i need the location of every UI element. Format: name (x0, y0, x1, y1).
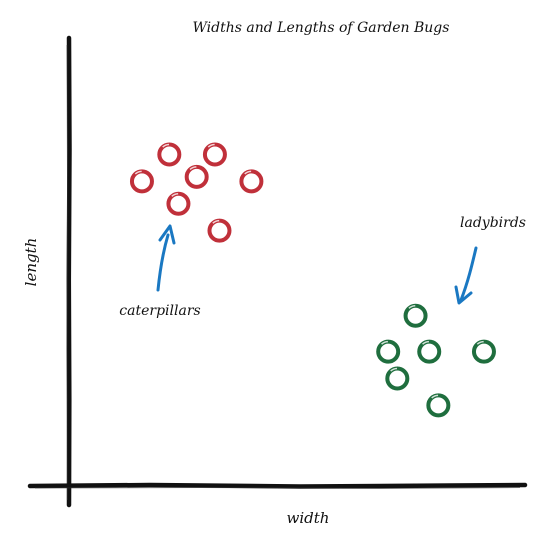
ladybirds-marker-texture (408, 305, 416, 309)
caterpillars-marker-texture (244, 170, 252, 175)
caterpillars-point (202, 142, 227, 167)
chart-title: Widths and Lengths of Garden Bugs (193, 20, 450, 36)
y-axis-label: length (22, 238, 40, 287)
ladybirds-marker-texture (422, 340, 430, 345)
caterpillars-marker (157, 142, 182, 167)
ladybirds-marker-texture (390, 367, 398, 372)
ladybirds-point (376, 339, 401, 364)
ladybirds-annotation: ladybirds (454, 215, 526, 305)
ladybirds-marker-texture (476, 340, 484, 345)
caterpillars-point (207, 218, 232, 243)
ladybirds-marker (471, 339, 496, 364)
ladybirds-marker-texture (381, 340, 388, 345)
caterpillars-series (129, 142, 264, 243)
ladybirds-point (385, 366, 410, 391)
caterpillars-marker (207, 218, 232, 243)
caterpillars-point (184, 164, 209, 189)
ladybirds-marker (376, 339, 401, 364)
x-axis-line-texture (34, 486, 521, 490)
ladybirds-marker (426, 393, 451, 418)
ladybirds-marker-texture (431, 394, 439, 399)
y-axis-line (66, 35, 72, 508)
ladybirds-point (417, 339, 442, 364)
caterpillars-marker-texture (189, 166, 197, 171)
x-axis-line (27, 482, 528, 489)
x-axis-label: width (287, 509, 330, 527)
ladybirds-point (426, 393, 451, 418)
ladybirds-series (376, 303, 496, 418)
caterpillars-point (239, 169, 264, 194)
caterpillars-marker-texture (207, 143, 215, 148)
ladybirds-point (471, 339, 496, 364)
ladybirds-marker (403, 303, 428, 328)
ladybirds-point (403, 303, 428, 328)
caterpillars-marker-texture (212, 219, 220, 224)
caterpillars-arrowhead (158, 224, 176, 245)
ladybirds-marker (385, 366, 410, 391)
caterpillars-marker-texture (171, 193, 179, 197)
caterpillars-marker-texture (162, 143, 170, 148)
caterpillars-marker (184, 164, 209, 189)
caterpillars-marker-texture (134, 170, 142, 175)
ladybirds-label: ladybirds (460, 215, 526, 231)
caterpillars-label: caterpillars (119, 303, 200, 319)
axes (27, 35, 528, 508)
caterpillars-point (129, 169, 154, 194)
caterpillars-arrow (156, 233, 170, 292)
ladybirds-marker (417, 339, 442, 364)
ladybirds-arrowhead (454, 285, 473, 305)
caterpillars-marker (202, 142, 227, 167)
caterpillars-point (157, 142, 182, 167)
data-points (129, 142, 496, 418)
caterpillars-point (166, 191, 191, 216)
ladybirds-arrow (459, 246, 478, 302)
caterpillars-marker (129, 169, 154, 194)
caterpillars-marker (239, 169, 264, 194)
caterpillars-annotation: caterpillars (119, 224, 201, 319)
y-axis-line-texture (66, 44, 69, 501)
caterpillars-marker (166, 191, 191, 216)
